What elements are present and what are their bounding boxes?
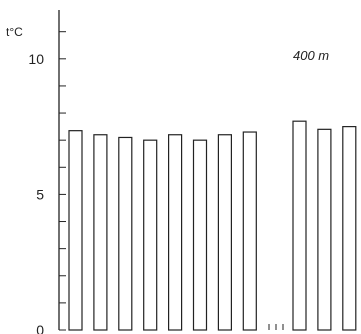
bar	[118, 136, 133, 331]
y-tick-label: 10	[28, 51, 44, 67]
bar	[143, 139, 158, 331]
bar	[292, 120, 307, 331]
bar	[93, 134, 108, 331]
bar	[317, 128, 332, 331]
bar	[242, 131, 257, 331]
bar	[342, 126, 357, 331]
chart-annotation: 400 m	[293, 48, 329, 63]
y-tick-label: 0	[36, 322, 44, 334]
bar	[192, 139, 208, 331]
bar	[168, 134, 183, 331]
bar	[217, 134, 232, 331]
bar	[68, 130, 83, 331]
y-tick-label: 5	[36, 186, 44, 202]
y-axis-label: t°C	[6, 25, 23, 39]
